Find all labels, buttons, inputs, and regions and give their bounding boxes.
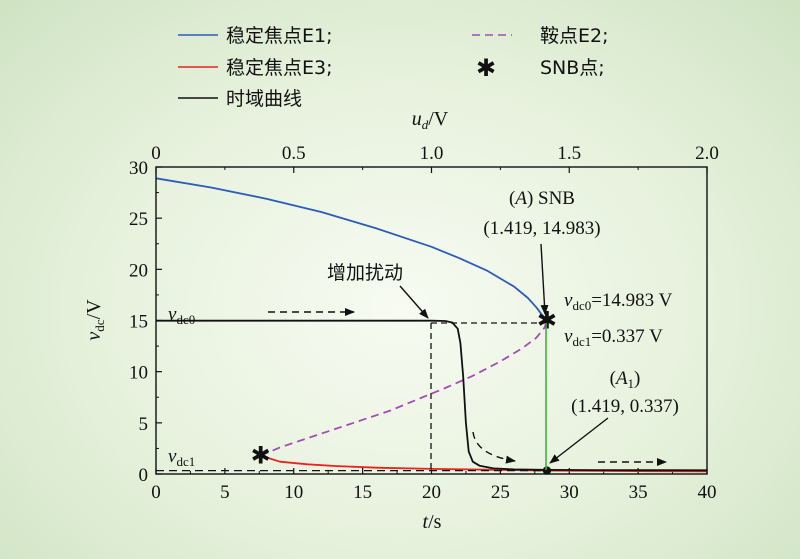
x2-axis-title: ud/V (412, 108, 449, 132)
a1-coords: (1.419, 0.337) (571, 396, 679, 417)
y-tick-label: 0 (139, 465, 149, 486)
x2-tick-label: 1.0 (420, 143, 444, 164)
legend-e3-label: 稳定焦点E3; (226, 57, 333, 79)
vdc1-curve-label: vdc1 (168, 446, 195, 469)
x2-tick-label: 0 (151, 143, 161, 164)
x-tick-label: 40 (698, 482, 717, 503)
snb-marker-1: ✱ (251, 444, 271, 470)
plot-frame (155, 166, 708, 475)
annotations: vdc0 vdc1 增加扰动 (A) SNB (1.419, 14.983) v… (168, 188, 679, 469)
x-tick-label: 10 (284, 482, 303, 503)
legend-e1-label: 稳定焦点E1; (226, 25, 333, 47)
points-layer: ✱✱ (251, 309, 557, 475)
a1-label: (A1) (610, 368, 641, 391)
vdc0-curve-label: vdc0 (168, 304, 195, 327)
y-tick-label: 30 (129, 158, 148, 179)
legend-snb-label: SNB点; (540, 57, 605, 79)
x-tick-label: 25 (491, 482, 510, 503)
y-axis-title: vdc/V (83, 299, 107, 341)
snb-arrow (540, 243, 549, 315)
x-tick-label: 35 (629, 482, 648, 503)
vdc0-value: vdc0=14.983 V (564, 290, 673, 313)
y-tick-label: 20 (129, 260, 148, 281)
vdc1-value: vdc1=0.337 V (564, 326, 663, 349)
x2-tick-label: 1.5 (557, 143, 581, 164)
axis-ticks: 0 5 10 15 20 25 30 35 40 0 0.5 1.0 1.5 2.0 0 5 10 15 20 25 3… (129, 143, 719, 503)
a1-point-marker (542, 466, 552, 475)
series-line-3 (156, 319, 708, 472)
x-tick-label: 0 (151, 482, 161, 503)
decay-direction-arrow (472, 431, 516, 464)
snb-label: (A) SNB (509, 188, 575, 209)
legend-time-label: 时域曲线 (226, 88, 302, 110)
guide-lines (430, 322, 547, 470)
y-tick-label: 5 (139, 414, 149, 435)
series-line-2 (260, 454, 708, 473)
y-tick-label: 15 (129, 312, 148, 333)
y-tick-label: 25 (129, 209, 148, 230)
snb-coords: (1.419, 14.983) (483, 218, 600, 239)
x-tick-label: 5 (220, 482, 230, 503)
annotation-arrows (268, 243, 667, 466)
y-tick-label: 10 (129, 363, 148, 384)
x-tick-label: 30 (560, 482, 579, 503)
x-tick-label: 15 (353, 482, 372, 503)
x2-tick-label: 2.0 (695, 143, 719, 164)
x-axis-title: t/s (423, 511, 442, 533)
x2-tick-label: 0.5 (282, 143, 306, 164)
a1-arrow (549, 417, 609, 464)
disturb-label: 增加扰动 (327, 262, 403, 284)
legend-snb-marker: ✱ (476, 56, 496, 82)
series-line-0 (155, 177, 548, 322)
legend: 稳定焦点E1; 鞍点E2; 稳定焦点E3; ✱ SNB点; 时域曲线 (178, 25, 609, 110)
x-tick-label: 20 (422, 482, 441, 503)
legend-e2-label: 鞍点E2; (540, 25, 609, 47)
snb-marker-0: ✱ (537, 309, 557, 335)
disturb-arrow (399, 285, 429, 319)
series-line-1 (260, 320, 548, 457)
